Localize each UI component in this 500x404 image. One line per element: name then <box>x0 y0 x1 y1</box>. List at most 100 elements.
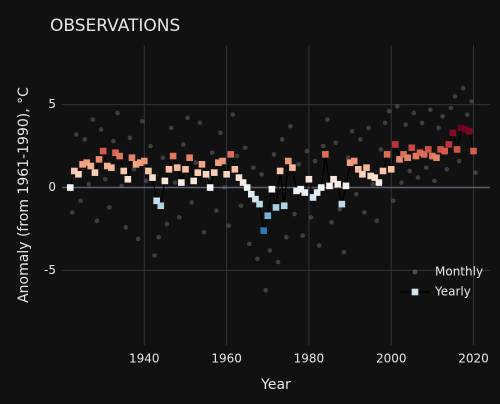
yearly-marker <box>206 184 214 191</box>
yearly-marker <box>165 166 173 173</box>
monthly-point <box>251 165 256 170</box>
yearly-marker <box>330 175 337 183</box>
monthly-point <box>300 233 306 238</box>
monthly-point <box>214 208 219 214</box>
yearly-marker <box>408 144 416 152</box>
yearly-marker <box>186 154 193 162</box>
yearly-marker <box>243 184 251 191</box>
yearly-marker <box>202 170 210 178</box>
yearly-marker <box>87 162 95 170</box>
yearly-marker <box>375 179 383 186</box>
monthly-point <box>263 288 269 293</box>
yearly-marker <box>145 167 152 175</box>
monthly-point <box>353 191 359 197</box>
yearly-marker <box>276 167 284 175</box>
yearly-marker <box>120 167 128 175</box>
monthly-point <box>341 249 347 255</box>
monthly-point <box>403 122 408 127</box>
yearly-marker <box>91 169 99 176</box>
monthly-point <box>345 155 351 161</box>
yearly-marker <box>132 161 140 168</box>
monthly-point <box>69 210 75 215</box>
yearly-marker <box>252 195 259 203</box>
monthly-point <box>102 176 108 182</box>
yearly-marker <box>346 159 354 166</box>
yearly-marker <box>210 169 218 176</box>
yearly-marker <box>268 185 276 193</box>
yearly-marker <box>420 151 428 158</box>
monthly-point <box>374 218 380 223</box>
monthly-point <box>148 143 153 149</box>
monthly-point <box>370 181 376 187</box>
y-tick-label: -5 <box>44 263 56 277</box>
monthly-point <box>238 203 244 209</box>
monthly-point <box>460 85 466 91</box>
monthly-point <box>440 113 445 119</box>
monthly-point <box>123 225 129 230</box>
monthly-point <box>390 198 396 204</box>
yearly-marker <box>457 124 465 132</box>
yearly-marker <box>260 227 267 234</box>
monthly-point <box>337 206 343 212</box>
monthly-point <box>469 99 474 104</box>
yearly-marker <box>190 177 197 185</box>
yearly-marker <box>387 166 395 173</box>
x-tick-label: 2020 <box>458 352 489 366</box>
yearly-marker <box>95 156 103 163</box>
yearly-marker <box>437 146 444 153</box>
monthly-point <box>386 108 392 114</box>
monthly-point <box>209 150 215 156</box>
x-axis-label: Year <box>260 377 291 393</box>
monthly-point <box>74 132 79 137</box>
yearly-marker <box>169 152 177 160</box>
yearly-marker <box>293 187 300 195</box>
monthly-point <box>193 160 199 165</box>
yearly-marker <box>182 166 189 173</box>
y-tick-label: 0 <box>48 180 56 194</box>
monthly-point <box>473 170 478 175</box>
legend-label: Yearly <box>434 285 471 299</box>
chart-title: OBSERVATIONS <box>50 16 180 36</box>
monthly-point <box>222 185 227 190</box>
yearly-marker <box>424 146 432 153</box>
yearly-marker <box>416 149 424 157</box>
yearly-marker <box>309 194 317 201</box>
monthly-point <box>90 117 96 122</box>
monthly-point <box>456 158 462 164</box>
monthly-point <box>234 153 240 159</box>
legend-label: Monthly <box>435 265 483 279</box>
yearly-marker <box>297 185 304 193</box>
x-tick-label: 1960 <box>211 352 242 366</box>
yearly-marker <box>248 190 255 198</box>
yearly-marker <box>272 204 280 211</box>
y-tick-label: 5 <box>48 97 56 111</box>
yearly-marker <box>103 162 111 170</box>
yearly-marker <box>470 147 477 155</box>
yearly-marker <box>231 166 239 173</box>
monthly-point <box>423 165 429 170</box>
yearly-marker <box>342 182 350 190</box>
monthly-point <box>127 135 133 141</box>
yearly-marker <box>83 159 90 166</box>
monthly-point <box>131 167 137 172</box>
yearly-marker <box>441 147 449 155</box>
yearly-marker <box>280 202 288 210</box>
yearly-marker <box>99 147 107 155</box>
monthly-point <box>275 259 281 265</box>
yearly-marker <box>412 152 420 160</box>
yearly-marker <box>136 159 144 166</box>
monthly-point <box>98 127 104 132</box>
yearly-marker <box>433 154 440 162</box>
yearly-marker <box>379 167 387 175</box>
monthly-point <box>362 210 367 215</box>
y-axis-label: Anomaly (from 1961-1990), °C <box>16 87 32 303</box>
yearly-marker <box>219 157 226 165</box>
yearly-marker <box>404 154 411 162</box>
yearly-marker <box>178 179 185 186</box>
monthly-point <box>415 175 421 180</box>
legend: Monthly Yearly <box>400 265 483 299</box>
yearly-marker <box>227 151 235 158</box>
monthly-point <box>395 104 400 109</box>
